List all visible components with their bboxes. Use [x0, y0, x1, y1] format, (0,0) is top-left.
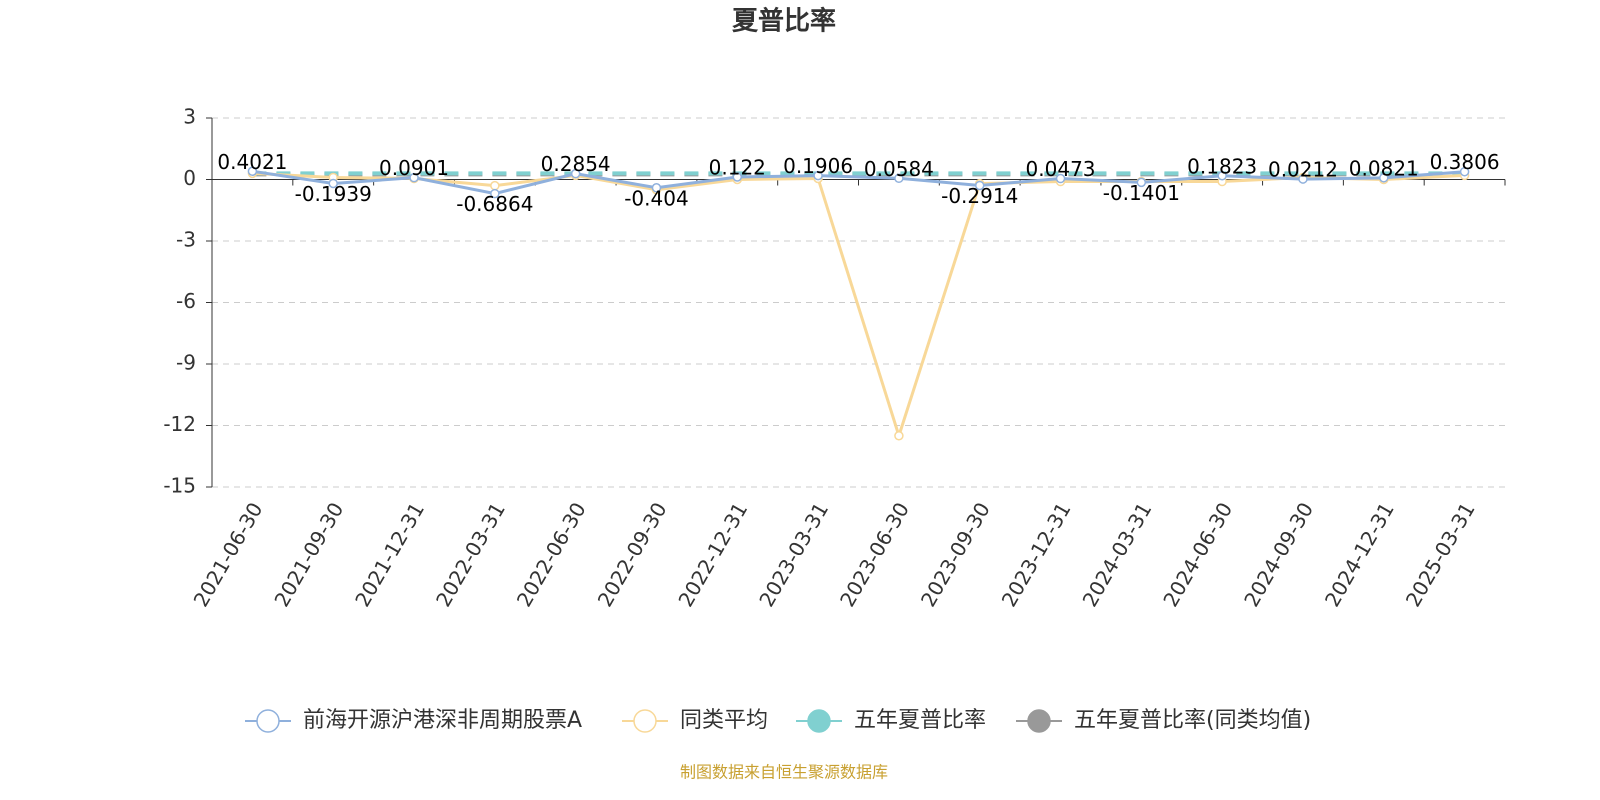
chart-title: 夏普比率 — [732, 6, 836, 37]
legend-marker — [807, 709, 831, 733]
data-label: 0.0212 — [1268, 158, 1338, 182]
point — [570, 168, 581, 179]
x-tick-label: 2025-03-31 — [1401, 498, 1480, 611]
x-tick-label: 2022-12-31 — [673, 498, 752, 611]
y-tick-label: -3 — [176, 228, 196, 252]
data-label: -0.6864 — [456, 192, 533, 216]
x-tick-label: 2023-06-30 — [835, 498, 914, 611]
y-tick-label: -9 — [176, 351, 196, 375]
point — [732, 172, 743, 182]
x-tick-label: 2024-03-31 — [1078, 498, 1157, 611]
data-label: -0.1401 — [1103, 181, 1180, 205]
y-tick-label: -12 — [163, 412, 196, 436]
point — [1136, 177, 1147, 188]
point — [247, 166, 258, 177]
y-tick-label: 3 — [183, 105, 196, 129]
legend-marker — [256, 709, 280, 733]
data-label: -0.2914 — [941, 184, 1018, 208]
series-line — [252, 169, 1465, 196]
data-label: 0.4021 — [217, 150, 287, 174]
point — [1298, 174, 1308, 184]
x-tick-label: 2024-12-31 — [1320, 498, 1399, 611]
x-tick-label: 2022-09-30 — [593, 498, 672, 611]
data-label: 0.2854 — [541, 152, 611, 176]
legend-label: 前海开源沪港深非周期股票A — [303, 708, 582, 733]
y-tick-label: -15 — [163, 474, 196, 498]
y-tick-label: -6 — [176, 289, 196, 313]
data-label: 0.3806 — [1430, 150, 1500, 174]
data-label: 0.0901 — [379, 156, 449, 180]
point — [490, 188, 500, 199]
legend-label: 五年夏普比率 — [854, 708, 986, 733]
data-label: 0.0821 — [1349, 156, 1419, 180]
data-label: 0.1823 — [1187, 154, 1257, 178]
point — [1459, 166, 1470, 177]
data-label: 0.1906 — [783, 154, 853, 178]
legend-marker — [1027, 709, 1051, 733]
data-label: 0.0584 — [864, 157, 934, 181]
legend-label: 同类平均 — [680, 708, 768, 733]
legend-marker — [633, 709, 657, 733]
x-tick-label: 2022-03-31 — [431, 498, 510, 611]
point — [894, 173, 904, 184]
data-label: 0.0473 — [1026, 157, 1096, 181]
point — [894, 431, 904, 441]
point — [1055, 173, 1066, 184]
point — [651, 183, 662, 193]
x-tick-label: 2023-09-30 — [916, 498, 995, 611]
x-tick-label: 2021-06-30 — [189, 498, 268, 611]
point — [974, 180, 985, 191]
x-tick-label: 2023-03-31 — [754, 498, 833, 611]
x-tick-label: 2024-09-30 — [1239, 498, 1318, 611]
point — [1379, 173, 1389, 183]
point — [409, 172, 419, 183]
data-label: 0.122 — [709, 155, 766, 179]
x-tick-label: 2021-09-30 — [269, 498, 348, 611]
series-line — [252, 171, 1465, 441]
legend-label: 五年夏普比率(同类均值) — [1074, 708, 1311, 733]
x-tick-label: 2021-12-31 — [350, 498, 429, 611]
point — [490, 180, 500, 191]
source-note: 制图数据来自恒生聚源数据库 — [680, 763, 888, 782]
point — [1217, 171, 1227, 181]
point — [328, 178, 338, 189]
y-tick-label: 0 — [183, 166, 196, 190]
x-tick-label: 2024-06-30 — [1158, 498, 1237, 611]
data-label: -0.404 — [624, 186, 688, 210]
x-tick-label: 2023-12-31 — [997, 498, 1076, 611]
x-tick-label: 2022-06-30 — [512, 498, 591, 611]
data-label: -0.1939 — [295, 182, 372, 206]
point — [813, 170, 823, 181]
